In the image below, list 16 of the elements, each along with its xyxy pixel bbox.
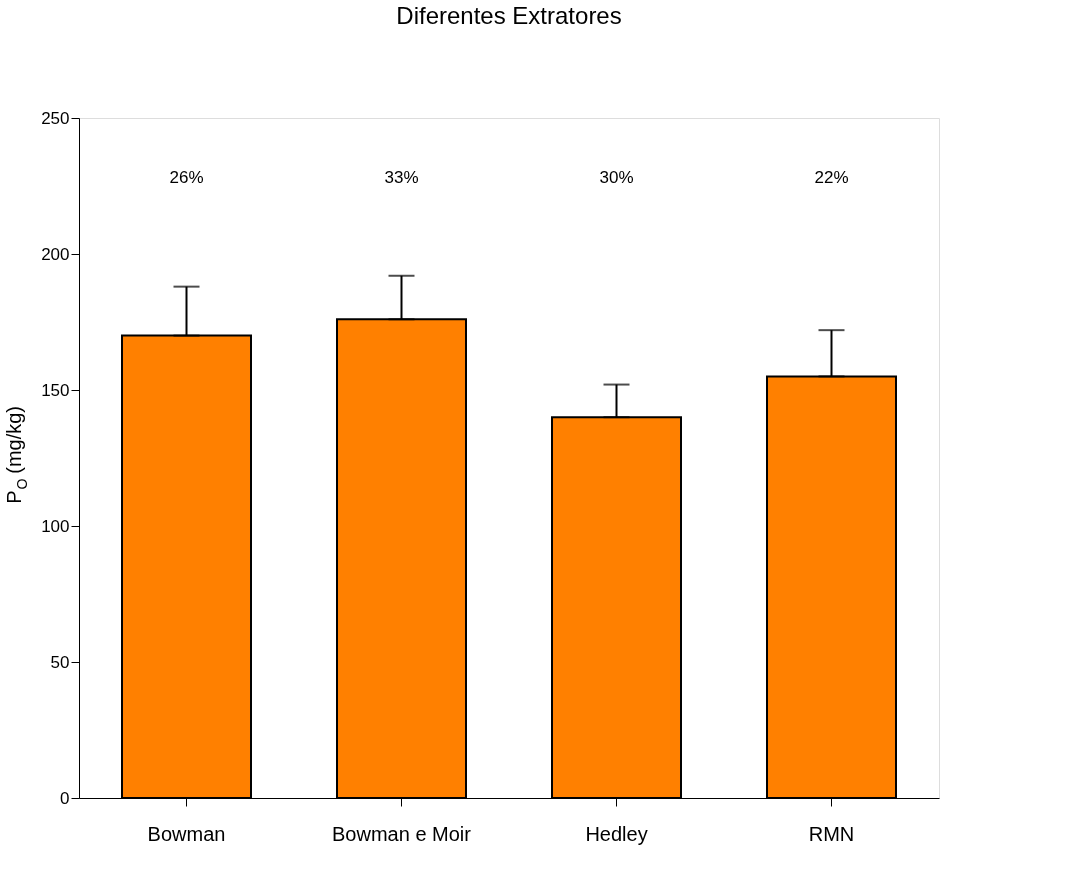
y-tick-label: 50 [50,652,70,672]
x-tick-label: Hedley [585,822,648,845]
y-tick-label: 200 [41,244,70,264]
y-tick-label: 150 [41,380,70,400]
annotation: 33% [384,168,419,187]
x-tick-label: Bowman e Moir [332,822,472,845]
x-tick-label: RMN [808,822,855,845]
annotation: 30% [599,168,634,187]
annotation: 26% [169,168,204,187]
chart-title: Diferentes Extratores [396,2,622,29]
y-axis-title: PO (mg/kg) [3,405,30,504]
annotation: 22% [814,168,849,187]
x-tick-label: Bowman [147,822,226,845]
y-tick-label: 100 [41,516,70,536]
y-tick-label: 250 [41,108,70,128]
y-tick-label: 0 [60,788,70,808]
